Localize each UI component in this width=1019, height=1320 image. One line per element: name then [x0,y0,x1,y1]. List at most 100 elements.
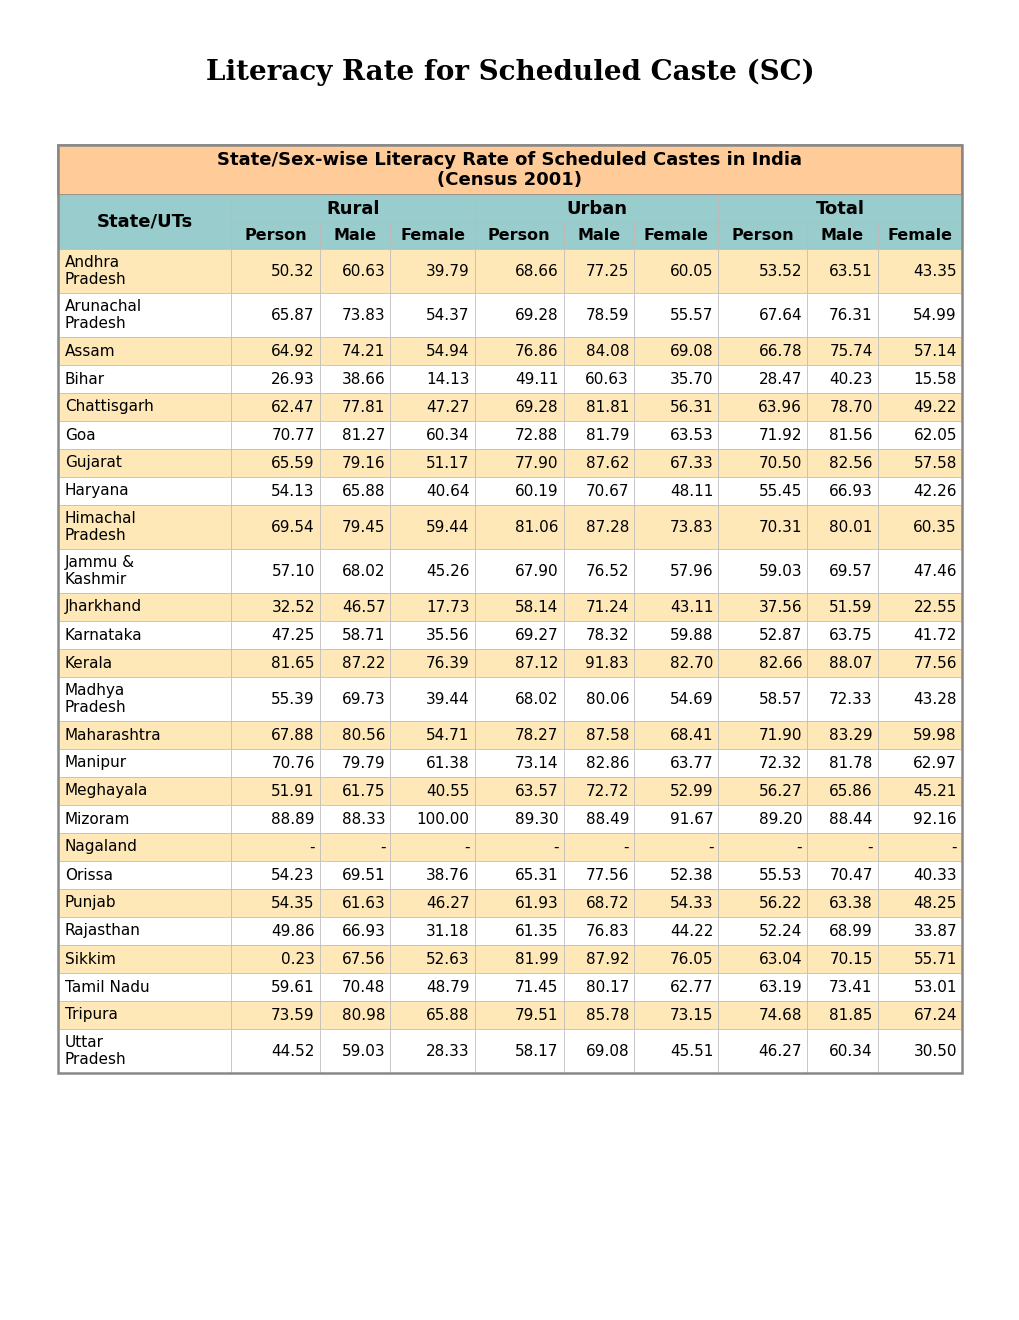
Bar [806,861,877,888]
Bar [634,549,717,593]
Text: 81.79: 81.79 [585,428,629,442]
Bar [717,293,806,337]
Text: -: - [623,840,629,854]
Bar [806,593,877,620]
Bar [474,449,562,477]
Text: 56.22: 56.22 [758,895,801,911]
Bar [806,1001,877,1030]
Text: 65.88: 65.88 [426,1007,469,1023]
Bar [717,1030,806,1073]
Text: Maharashtra: Maharashtra [65,727,161,742]
Text: 54.69: 54.69 [669,692,712,706]
Text: 82.86: 82.86 [585,755,629,771]
Text: 81.85: 81.85 [828,1007,872,1023]
Text: 40.23: 40.23 [828,371,872,387]
Text: 68.66: 68.66 [515,264,558,279]
Bar [806,449,877,477]
Bar [562,449,634,477]
Text: 65.31: 65.31 [515,867,558,883]
Text: 78.70: 78.70 [828,400,872,414]
Text: Jharkhand: Jharkhand [65,599,142,615]
Bar [877,506,961,549]
Text: 70.76: 70.76 [271,755,315,771]
Text: Female: Female [643,228,708,243]
Text: -: - [309,840,315,854]
Text: 81.78: 81.78 [828,755,872,771]
Bar [58,917,231,945]
Bar [717,945,806,973]
Bar [320,888,390,917]
Text: 59.44: 59.44 [426,520,469,535]
Text: 65.59: 65.59 [271,455,315,470]
Bar [474,223,562,249]
Text: -: - [951,840,956,854]
Bar [390,888,474,917]
Bar [390,421,474,449]
Bar [390,677,474,721]
Bar [806,223,877,249]
Text: 63.77: 63.77 [669,755,712,771]
Bar [877,421,961,449]
Text: Female: Female [887,228,952,243]
Text: 87.92: 87.92 [585,952,629,966]
Text: 77.25: 77.25 [585,264,629,279]
Bar [717,888,806,917]
Bar [717,861,806,888]
Bar [634,721,717,748]
Bar [474,805,562,833]
Text: 54.94: 54.94 [426,343,469,359]
Text: Tamil Nadu: Tamil Nadu [65,979,150,994]
Text: Kerala: Kerala [65,656,113,671]
Bar [58,805,231,833]
Bar [390,549,474,593]
Text: 81.81: 81.81 [585,400,629,414]
Bar [58,421,231,449]
Bar [231,805,320,833]
Text: Himachal
Pradesh: Himachal Pradesh [65,511,137,544]
Bar [320,748,390,777]
Bar [634,366,717,393]
Bar [320,805,390,833]
Bar [562,293,634,337]
Text: 30.50: 30.50 [913,1044,956,1059]
Text: 69.54: 69.54 [271,520,315,535]
Text: 35.70: 35.70 [669,371,712,387]
Text: 15.58: 15.58 [913,371,956,387]
Bar [877,861,961,888]
Text: Rajasthan: Rajasthan [65,924,141,939]
Text: 73.59: 73.59 [271,1007,315,1023]
Bar [717,1001,806,1030]
Bar [877,721,961,748]
Bar [634,249,717,293]
Bar [562,805,634,833]
Text: 73.14: 73.14 [515,755,558,771]
Bar [877,477,961,506]
Text: 76.86: 76.86 [515,343,558,359]
Bar [474,861,562,888]
Bar [717,620,806,649]
Text: 82.66: 82.66 [758,656,801,671]
Text: 61.63: 61.63 [341,895,385,911]
Bar [562,649,634,677]
Text: Person: Person [244,228,307,243]
Text: 69.57: 69.57 [828,564,872,578]
Text: 46.27: 46.27 [758,1044,801,1059]
Text: 77.56: 77.56 [913,656,956,671]
Text: 73.41: 73.41 [828,979,872,994]
Bar [877,593,961,620]
Text: 58.14: 58.14 [515,599,558,615]
Bar [717,337,806,366]
Bar [231,249,320,293]
Bar [390,393,474,421]
Text: 78.32: 78.32 [585,627,629,643]
Text: 70.15: 70.15 [828,952,872,966]
Text: Total: Total [815,201,864,218]
Bar [634,777,717,805]
Bar [474,888,562,917]
Text: 45.21: 45.21 [913,784,956,799]
Text: 68.41: 68.41 [669,727,712,742]
Bar [634,748,717,777]
Text: -: - [552,840,558,854]
Text: 45.51: 45.51 [669,1044,712,1059]
Text: Sikkim: Sikkim [65,952,116,966]
